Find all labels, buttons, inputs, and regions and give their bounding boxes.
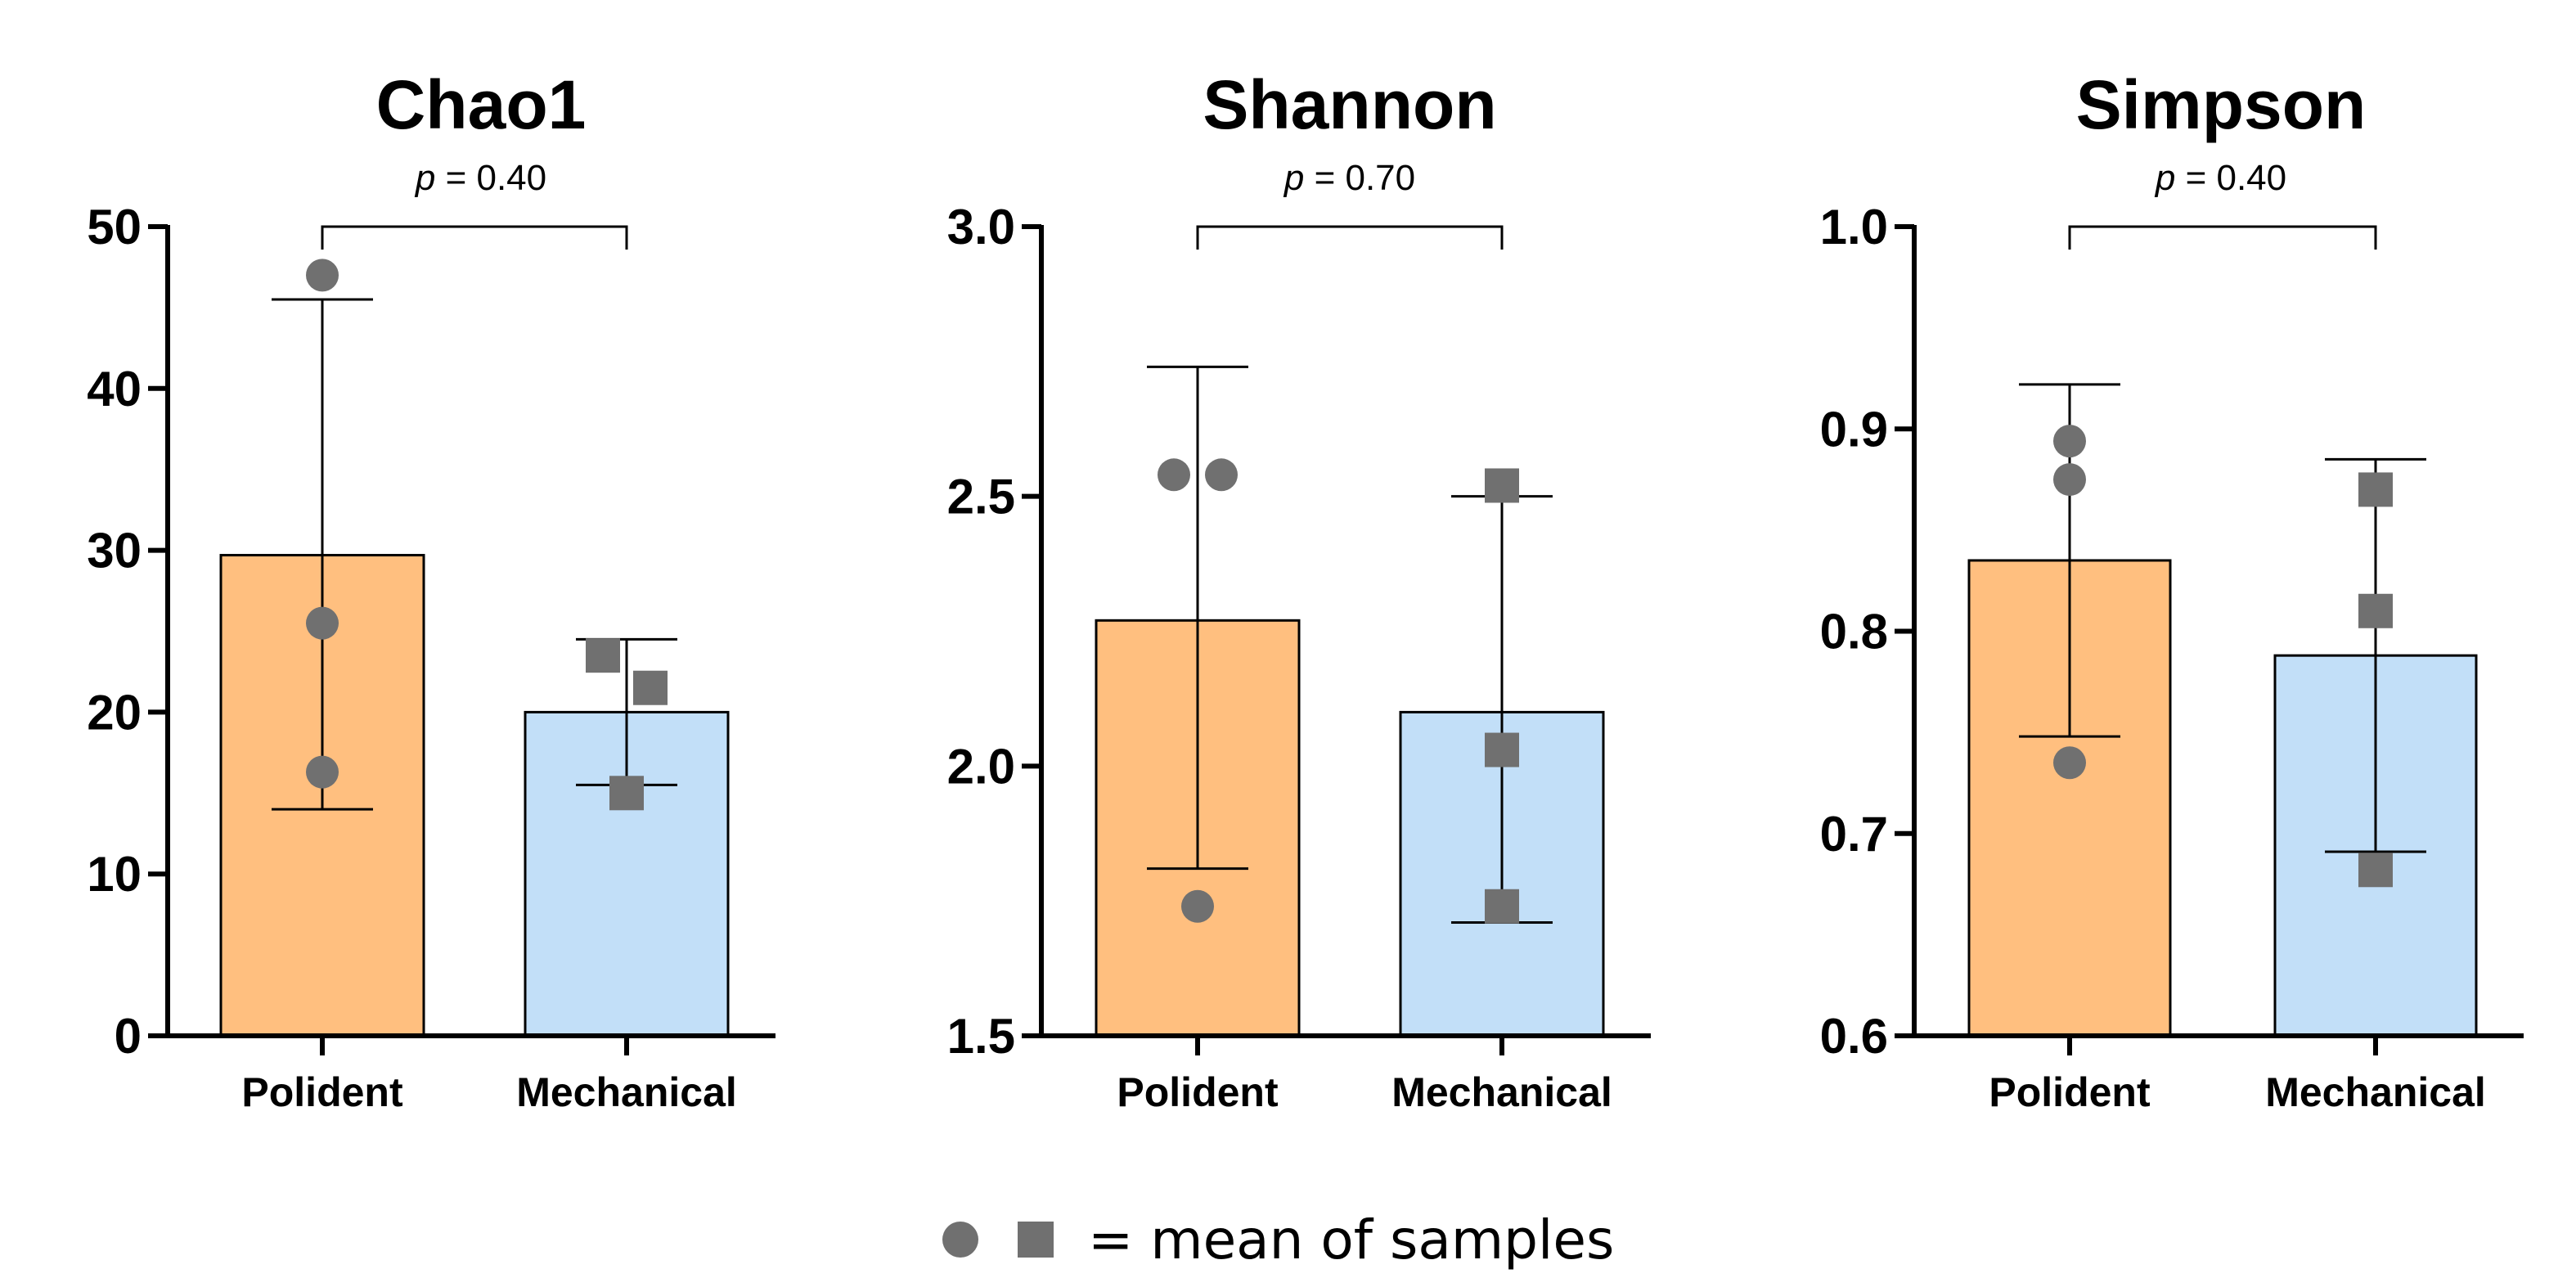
y-tick-label: 10 bbox=[87, 847, 142, 902]
legend: = mean of samples bbox=[942, 1208, 1614, 1271]
y-tick-label: 0.9 bbox=[1820, 402, 1888, 457]
circle-icon bbox=[942, 1222, 978, 1258]
legend-text: = mean of samples bbox=[1088, 1208, 1614, 1271]
sample-point-square bbox=[609, 776, 644, 811]
significance-bracket bbox=[2068, 225, 2377, 250]
p-symbol: p bbox=[2154, 158, 2175, 198]
p-value: = 0.40 bbox=[435, 158, 546, 198]
p-symbol: p bbox=[414, 158, 435, 198]
x-tick-label: Mechanical bbox=[1391, 1069, 1612, 1115]
sample-point-square bbox=[2358, 593, 2393, 628]
sample-point-square bbox=[2358, 853, 2393, 888]
sample-point-circle bbox=[306, 755, 339, 789]
plot-area: 1.5 2.0 2.5 3.0 Polident Mechanical bbox=[947, 200, 1651, 1115]
y-tick-label: 0 bbox=[115, 1009, 142, 1064]
p-value-label: p = 0.70 bbox=[1283, 158, 1415, 198]
y-tick-label: 30 bbox=[87, 524, 142, 578]
y-tick-label: 3.0 bbox=[947, 200, 1015, 254]
y-tick-label: 40 bbox=[87, 362, 142, 416]
x-tick-label: Mechanical bbox=[2265, 1069, 2486, 1115]
y-tick-label: 1.5 bbox=[947, 1009, 1015, 1064]
chart-title: Chao1 bbox=[376, 66, 587, 143]
sample-point-circle bbox=[2053, 425, 2086, 458]
sample-point-square bbox=[1485, 468, 1519, 503]
y-tick-label: 0.6 bbox=[1820, 1009, 1888, 1064]
sample-point-square bbox=[2358, 472, 2393, 507]
x-tick-label: Mechanical bbox=[516, 1069, 737, 1115]
sample-point-square bbox=[1485, 889, 1519, 924]
p-value-label: p = 0.40 bbox=[2154, 158, 2286, 198]
sample-point-circle bbox=[306, 259, 339, 292]
x-tick-label: Polident bbox=[1989, 1069, 2151, 1115]
sample-point-circle bbox=[1181, 889, 1214, 923]
p-value: = 0.40 bbox=[2175, 158, 2286, 198]
sample-point-circle bbox=[306, 606, 339, 640]
significance-bracket bbox=[321, 225, 628, 250]
y-tick-label: 20 bbox=[87, 685, 142, 740]
plot-area: 0 10 20 30 40 50 Polident Mechanical bbox=[87, 200, 775, 1115]
y-tick-label: 50 bbox=[87, 200, 142, 254]
y-tick-label: 1.0 bbox=[1820, 200, 1888, 254]
sample-point-circle bbox=[2053, 463, 2086, 497]
square-icon bbox=[1018, 1222, 1054, 1258]
sample-point-circle bbox=[2053, 746, 2086, 780]
significance-bracket bbox=[1196, 225, 1504, 250]
y-tick-label: 0.8 bbox=[1820, 605, 1888, 659]
sample-point-circle bbox=[1205, 458, 1238, 492]
y-tick-label: 2.5 bbox=[947, 470, 1015, 524]
chart-panel-simpson: Simpson p = 0.40 0.6 0.7 0.8 0.9 1.0 Polident… bbox=[1820, 66, 2524, 1115]
sample-point-square bbox=[586, 638, 620, 673]
plot-area: 0.6 0.7 0.8 0.9 1.0 Polident Mechanical bbox=[1820, 200, 2524, 1115]
p-symbol: p bbox=[1283, 158, 1304, 198]
y-tick-label: 2.0 bbox=[947, 739, 1015, 794]
x-tick-label: Polident bbox=[241, 1069, 403, 1115]
x-tick-label: Polident bbox=[1117, 1069, 1279, 1115]
chart-title: Shannon bbox=[1203, 66, 1496, 143]
chart-panel-chao1: Chao1 p = 0.40 0 10 20 30 40 50 Polident Mechan… bbox=[87, 66, 775, 1115]
chart-title: Simpson bbox=[2076, 66, 2367, 143]
sample-point-square bbox=[633, 670, 668, 705]
chart-panel-shannon: Shannon p = 0.70 1.5 2.0 2.5 3.0 Polident Mec… bbox=[947, 66, 1651, 1115]
sample-point-circle bbox=[1158, 458, 1190, 492]
p-value-label: p = 0.40 bbox=[414, 158, 546, 198]
p-value: = 0.70 bbox=[1304, 158, 1415, 198]
y-tick-label: 0.7 bbox=[1820, 807, 1888, 862]
sample-point-square bbox=[1485, 732, 1519, 767]
